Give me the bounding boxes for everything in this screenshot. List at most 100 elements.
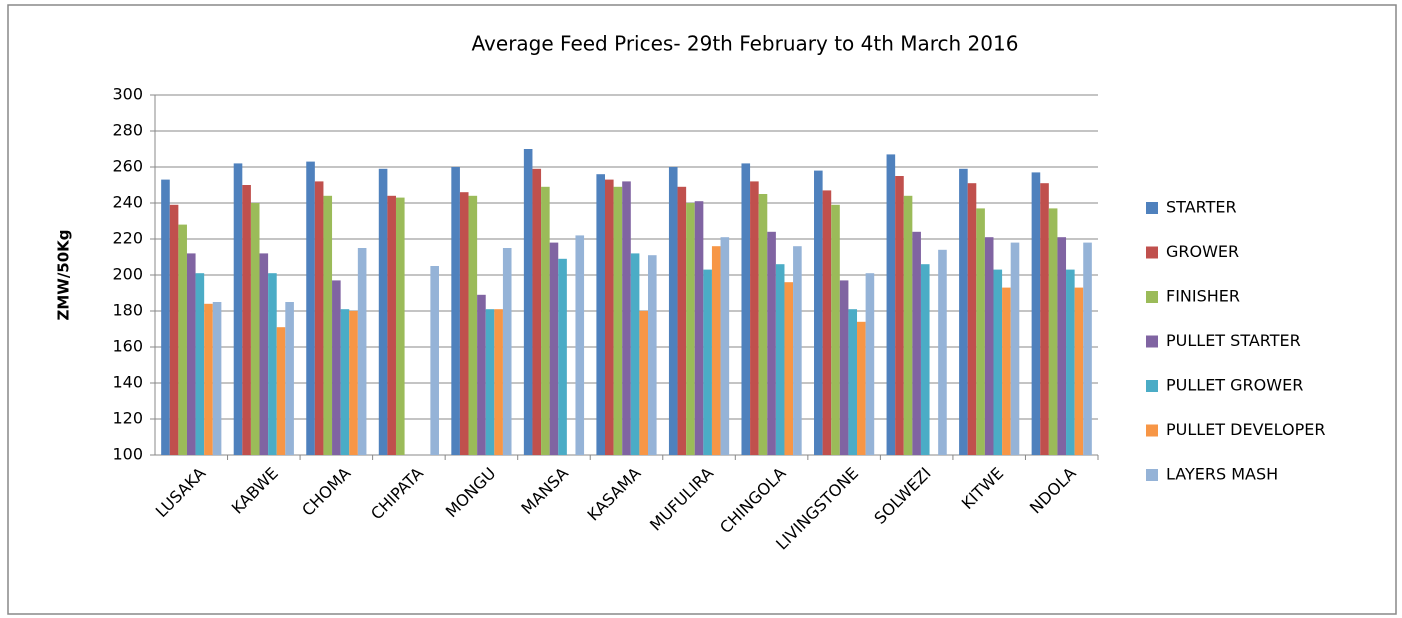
y-tick-label: 240 [112, 193, 143, 212]
bar [938, 249, 947, 455]
bar [378, 168, 388, 456]
bar [204, 303, 213, 455]
bar [459, 192, 469, 455]
bar [686, 203, 695, 455]
bar [195, 273, 205, 455]
bar [831, 204, 840, 455]
bar [912, 231, 921, 455]
bar [451, 167, 460, 455]
bar [976, 208, 985, 455]
bar [523, 149, 533, 455]
bar [639, 311, 648, 455]
bar [1010, 242, 1020, 455]
bar [575, 235, 585, 455]
chart-title: Average Feed Prices- 29th February to 4t… [472, 32, 1019, 56]
y-tick-label: 100 [112, 445, 143, 464]
bar [720, 237, 730, 455]
legend-label: PULLET STARTER [1166, 331, 1301, 350]
bar [1083, 242, 1092, 455]
legend-label: PULLET GROWER [1166, 376, 1303, 395]
bar [848, 309, 858, 455]
bar [306, 161, 315, 455]
bar [750, 181, 759, 455]
bar [677, 186, 687, 456]
bar [993, 269, 1003, 455]
y-tick-label: 300 [112, 85, 143, 104]
bar [703, 269, 712, 455]
bar [169, 204, 179, 455]
bar [387, 195, 396, 456]
bar [494, 309, 503, 455]
bar [886, 154, 896, 455]
bar [242, 185, 251, 455]
bar [285, 302, 294, 455]
bar [340, 309, 350, 455]
y-tick-label: 180 [112, 301, 143, 320]
bar [314, 181, 324, 455]
y-tick-label: 260 [112, 157, 143, 176]
bar [839, 280, 849, 455]
bar [865, 273, 875, 455]
bar [430, 266, 439, 455]
bar [622, 181, 631, 455]
bar [711, 246, 721, 455]
bar [1048, 208, 1058, 455]
bar [857, 321, 866, 455]
bar [822, 190, 832, 455]
bar [1057, 237, 1067, 455]
bar [967, 183, 977, 455]
legend-swatch [1146, 202, 1158, 214]
bar [502, 248, 512, 455]
bar [161, 179, 170, 455]
legend-label: FINISHER [1166, 287, 1240, 306]
legend-label: GROWER [1166, 242, 1239, 261]
bar [784, 282, 794, 455]
bar [395, 197, 405, 455]
y-tick-label: 220 [112, 229, 143, 248]
legend-swatch [1146, 246, 1158, 259]
bar [814, 170, 823, 455]
legend-swatch [1146, 424, 1158, 437]
y-axis-label: ZMW/50Kg [55, 229, 73, 320]
bar [1040, 183, 1049, 455]
y-tick-label: 120 [112, 409, 143, 428]
bar [212, 302, 222, 455]
bar [596, 174, 605, 455]
y-tick-label: 280 [112, 121, 143, 140]
bar [605, 179, 614, 455]
legend-swatch [1146, 335, 1158, 348]
bar [613, 186, 623, 456]
bar [767, 231, 776, 455]
y-tick-label: 160 [112, 337, 143, 356]
legend-swatch [1146, 469, 1158, 481]
bar [178, 224, 187, 455]
bar [775, 264, 785, 455]
bar [694, 201, 704, 455]
bar [1002, 287, 1011, 455]
y-tick-label: 200 [112, 265, 143, 284]
bar [477, 294, 486, 455]
bar [1074, 287, 1084, 455]
bar [541, 186, 550, 456]
bar [250, 203, 260, 455]
legend-label: PULLET DEVELOPER [1166, 420, 1325, 439]
bar [920, 264, 930, 455]
bar [758, 194, 768, 455]
bar [793, 246, 802, 455]
bar [648, 255, 657, 455]
bar [233, 163, 243, 455]
y-tick-label: 140 [112, 373, 143, 392]
bar [558, 258, 567, 455]
bar [468, 195, 478, 456]
bar [741, 163, 751, 455]
bar [259, 253, 269, 455]
bar [984, 237, 994, 455]
legend-label: STARTER [1166, 198, 1237, 217]
bar [276, 327, 286, 455]
bar [357, 248, 367, 455]
bar [903, 195, 913, 456]
bar [959, 168, 968, 456]
bar [268, 273, 277, 455]
bar [1031, 172, 1041, 455]
